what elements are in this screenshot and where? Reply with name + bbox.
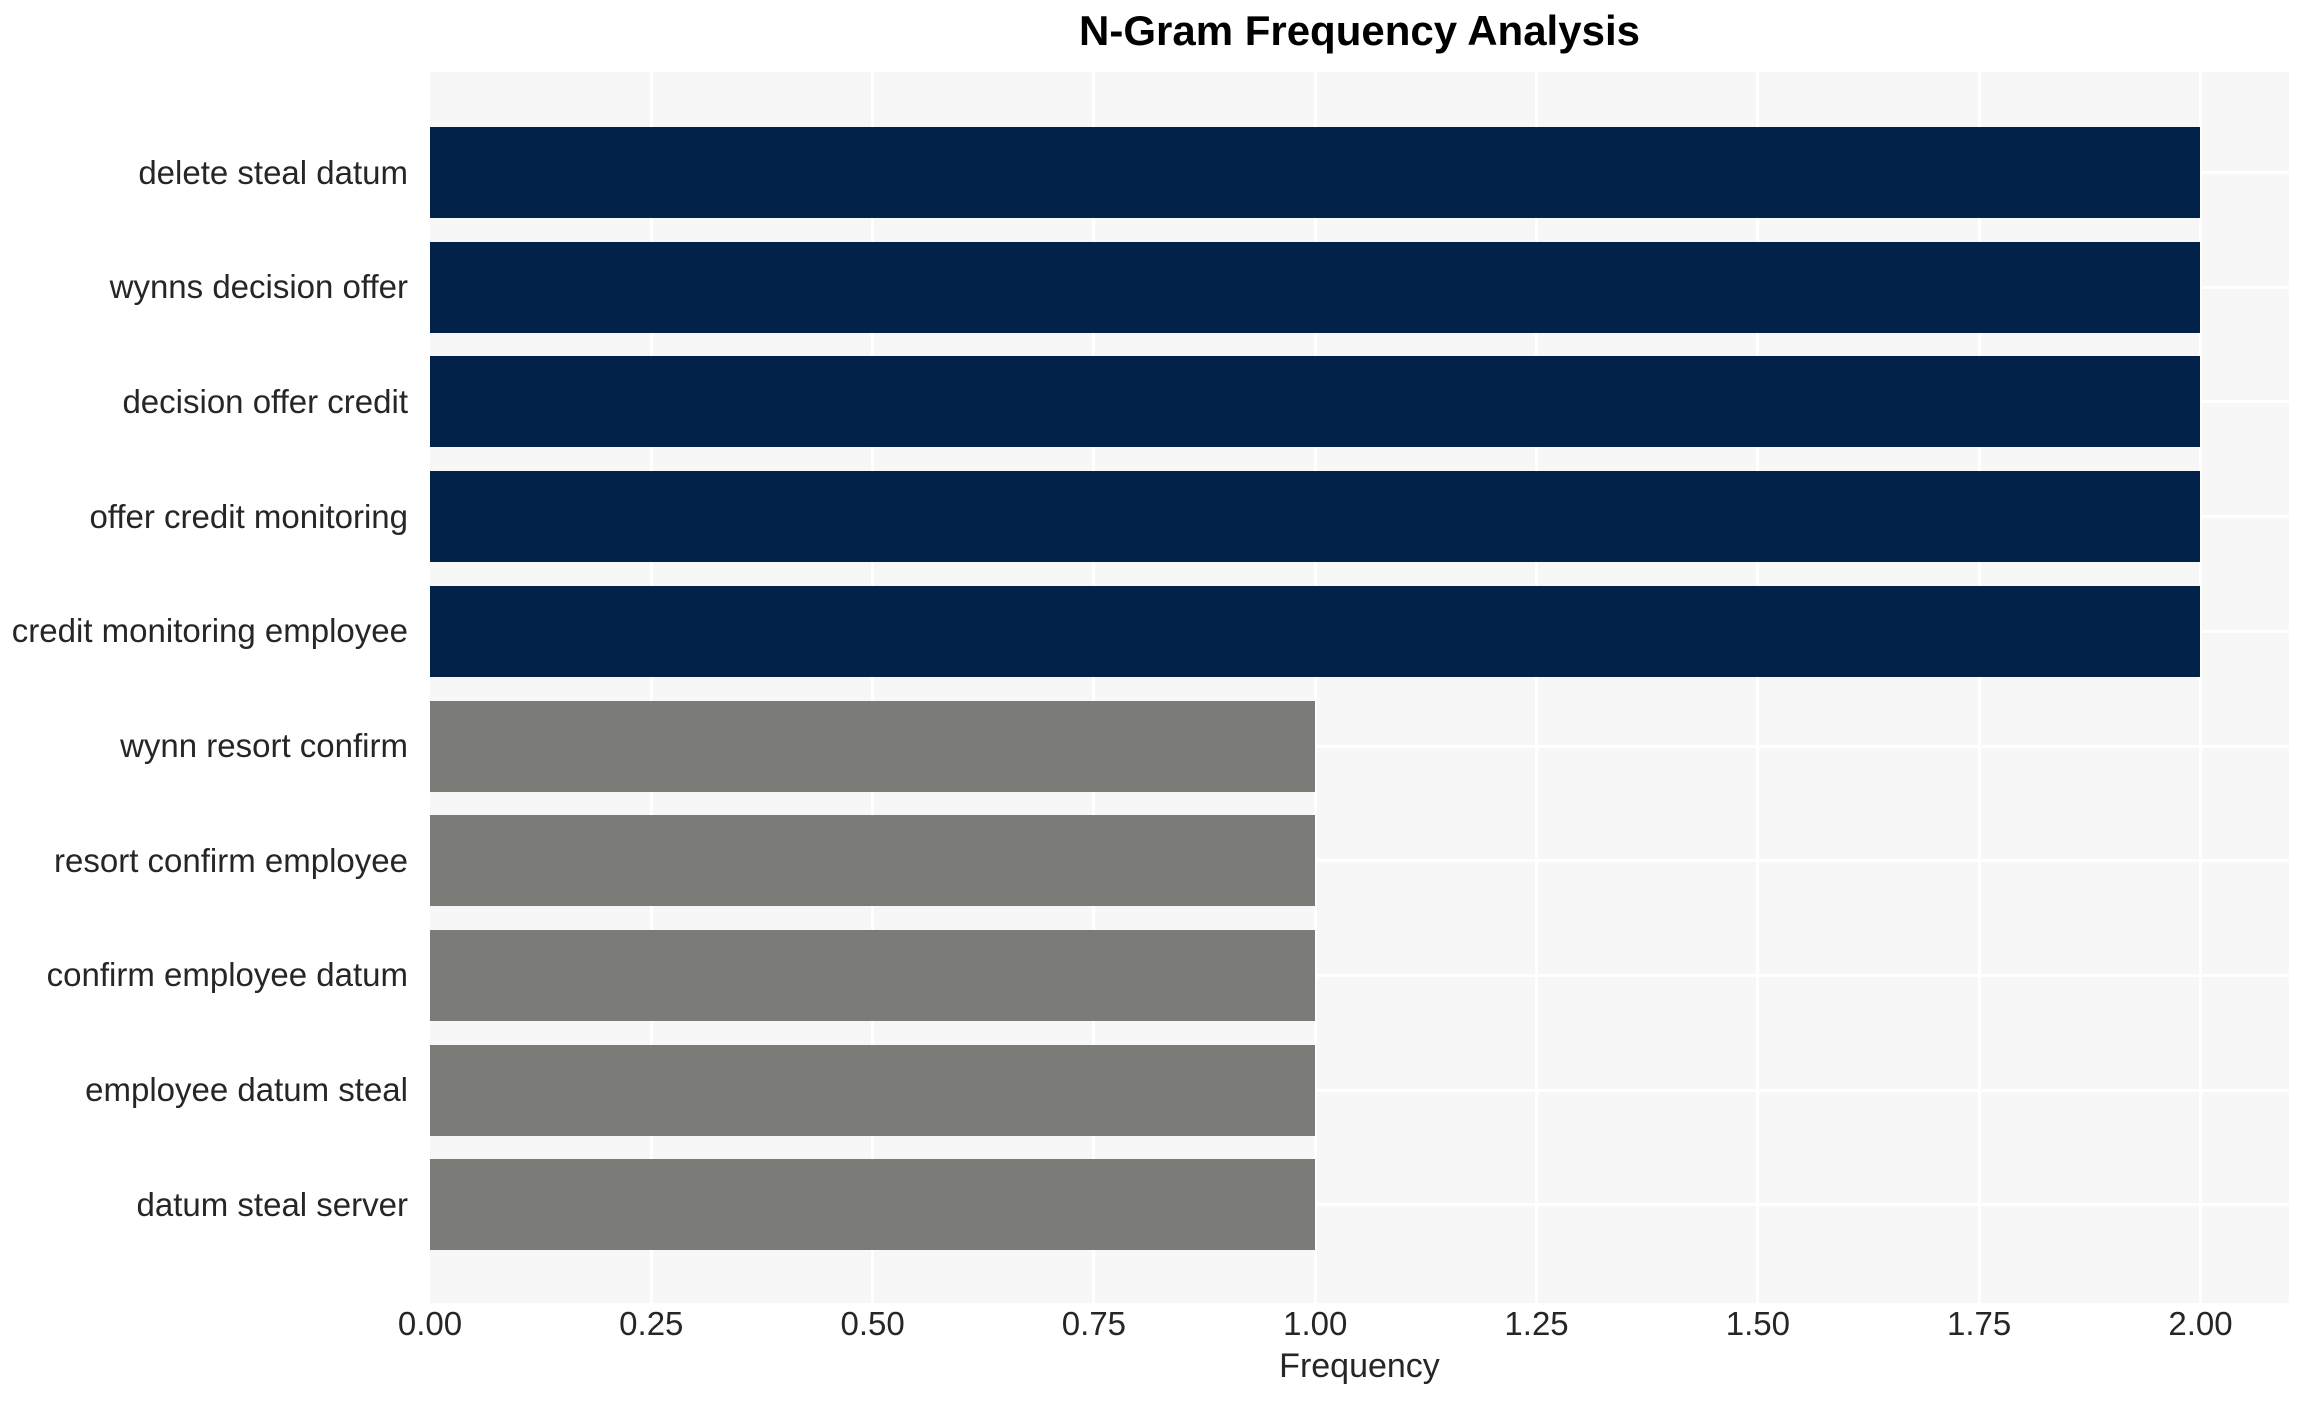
gridline-x-0.50 [871, 72, 875, 1303]
x-tick-label-1.75: 1.75 [1947, 1305, 2012, 1342]
gridline-x-1.00 [1313, 72, 1317, 1303]
bar-0 [430, 127, 2201, 218]
gridline-y-9 [430, 1203, 2289, 1207]
gridline-x-1.25 [1535, 72, 1539, 1303]
gridline-x-2.00 [2198, 72, 2202, 1303]
bar-3 [430, 471, 2201, 563]
y-tick-label-7: confirm employee datum [46, 956, 408, 994]
x-tick-label-0.00: 0.00 [397, 1305, 463, 1342]
bar-2 [430, 356, 2201, 448]
chart-title: N-Gram Frequency Analysis [1079, 7, 1640, 54]
bar-8 [430, 1044, 1316, 1136]
x-tick-label-0.50: 0.50 [840, 1305, 905, 1342]
y-tick-label-2: decision offer credit [122, 382, 408, 420]
x-tick-label-1.25: 1.25 [1504, 1305, 1569, 1342]
y-tick-label-4: credit monitoring employee [11, 612, 408, 650]
gridline-x-1.75 [1977, 72, 1981, 1303]
gridline-x-1.50 [1756, 72, 1760, 1303]
y-tick-label-9: datum steal server [136, 1185, 408, 1223]
gridline-y-5 [430, 744, 2289, 748]
y-tick-label-5: wynn resort confirm [120, 727, 408, 764]
y-tick-label-0: delete steal datum [138, 153, 408, 191]
y-tick-label-3: offer credit monitoring [89, 497, 408, 535]
bar-4 [430, 585, 2201, 677]
bar-6 [430, 815, 1316, 907]
x-tick-label-1.50: 1.50 [1725, 1305, 1790, 1342]
x-tick-label-2.00: 2.00 [2168, 1305, 2233, 1342]
bar-5 [430, 700, 1316, 792]
y-tick-label-8: employee datum steal [85, 1071, 408, 1109]
y-tick-label-1: wynns decision offer [109, 268, 408, 306]
y-tick-label-6: resort confirm employee [54, 841, 408, 879]
x-tick-label-1.00: 1.00 [1283, 1305, 1348, 1342]
bar-9 [430, 1159, 1316, 1251]
bar-1 [430, 241, 2201, 333]
x-axis-label: Frequency [1279, 1347, 1440, 1385]
plot-area [430, 72, 2289, 1303]
gridline-x-0.25 [649, 72, 653, 1303]
gridline-y-7 [430, 973, 2289, 977]
gridline-y-6 [430, 859, 2289, 863]
gridline-x-0.75 [1092, 72, 1096, 1303]
bar-7 [430, 929, 1316, 1021]
gridline-y-8 [430, 1088, 2289, 1092]
x-tick-label-0.25: 0.25 [619, 1305, 684, 1342]
x-tick-label-0.75: 0.75 [1061, 1305, 1127, 1342]
